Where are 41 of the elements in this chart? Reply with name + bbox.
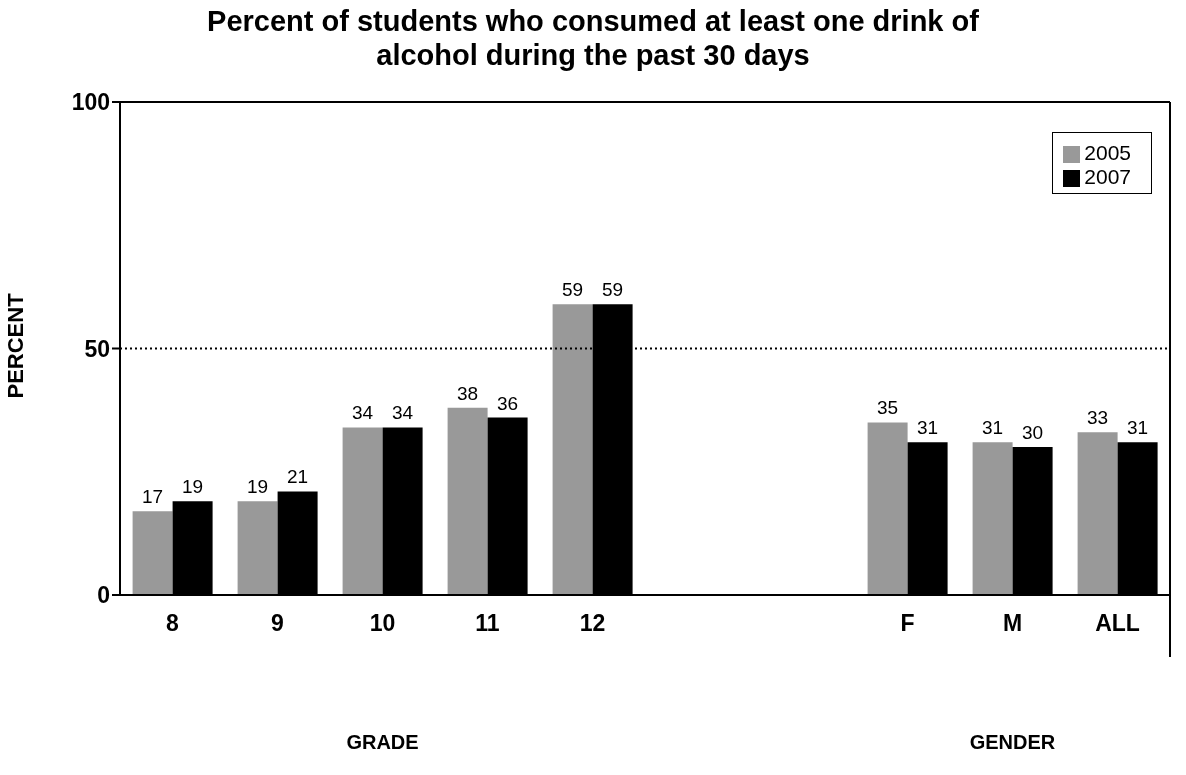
text: GRADE	[345, 731, 420, 754]
x-tick-label: 10	[369, 610, 396, 637]
data-label: 59	[562, 279, 584, 301]
bar	[552, 304, 593, 595]
data-label: 35	[877, 397, 899, 419]
x-tick-label: 11	[475, 610, 500, 637]
data-label: 38	[457, 382, 479, 404]
bar	[972, 442, 1013, 595]
x-tick-label: F	[900, 610, 915, 637]
data-label: 34	[392, 402, 414, 424]
data-label: 19	[247, 476, 269, 498]
bar	[447, 407, 488, 595]
x-tick-label: 8	[166, 610, 180, 637]
data-label: 21	[287, 466, 309, 488]
x-tick-label: 12	[579, 610, 606, 637]
bar	[132, 511, 173, 595]
y-axis-title: PERCENT	[2, 292, 28, 399]
text: GENDER	[968, 731, 1057, 754]
legend-label: 2007	[1084, 165, 1131, 188]
data-label: 34	[352, 402, 374, 424]
data-label: 30	[1022, 422, 1044, 444]
data-label: 31	[982, 417, 1004, 439]
bar	[867, 422, 908, 595]
bar	[237, 501, 278, 595]
y-tick-label: 0	[97, 582, 110, 609]
data-label: 59	[602, 279, 624, 301]
x-tick-label: 9	[271, 610, 284, 637]
x-tick-label: ALL	[1095, 610, 1140, 637]
data-label: 17	[142, 486, 164, 508]
x-tick-label: M	[1002, 610, 1023, 637]
data-label: 19	[182, 476, 204, 498]
bar	[1077, 432, 1118, 595]
data-label: 36	[497, 392, 519, 414]
chart-title: Percent of students who consumed at least one drink of alcohol during the past 30 days	[206, 4, 980, 72]
data-label: 31	[917, 417, 939, 439]
legend-label: 2005	[1084, 141, 1131, 164]
data-label: 33	[1087, 407, 1109, 429]
y-tick-label: 50	[84, 335, 110, 362]
data-label: 31	[1127, 417, 1149, 439]
bar	[342, 427, 383, 595]
y-tick-label: 100	[71, 89, 110, 116]
